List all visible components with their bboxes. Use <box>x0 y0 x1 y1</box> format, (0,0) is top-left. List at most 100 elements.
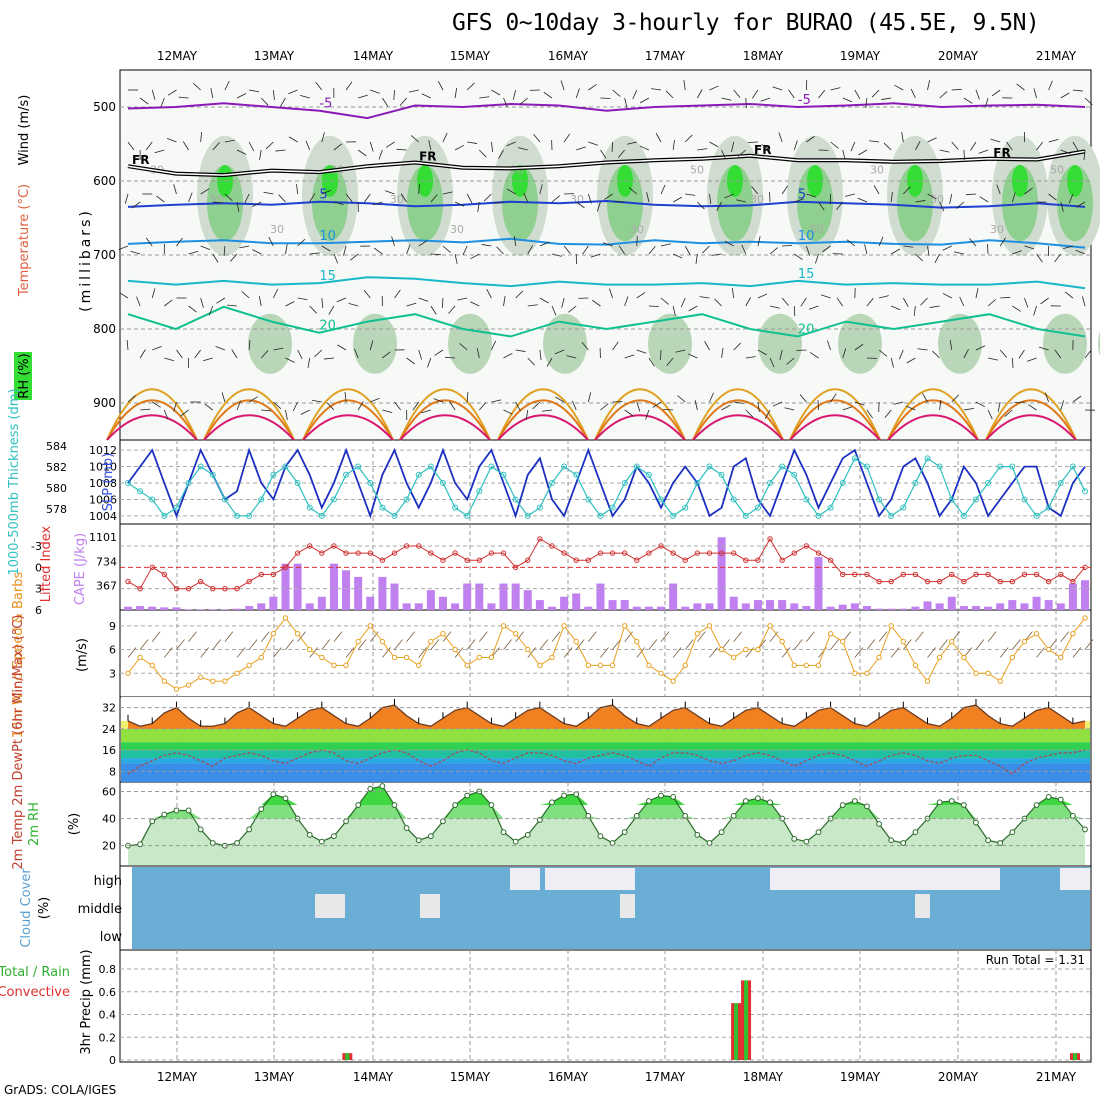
wind-barb <box>600 149 607 159</box>
wind-barb <box>836 201 844 211</box>
lifted-marker <box>767 536 773 542</box>
wind-barb <box>321 245 331 252</box>
rh-legend-box <box>14 352 32 400</box>
wind-barb <box>735 199 746 203</box>
isotherm-20 <box>127 305 1086 338</box>
wind-barb <box>651 88 662 91</box>
wind-barb <box>818 89 826 99</box>
wind-barb <box>418 297 429 302</box>
slp-marker <box>367 480 374 486</box>
wind-barb <box>273 401 282 409</box>
wind-barb <box>929 305 940 308</box>
wind-barb <box>309 252 320 255</box>
wind-barb <box>503 409 513 415</box>
cloud-gap-middle <box>420 894 440 918</box>
lifted-marker <box>537 536 543 542</box>
wind-barb <box>648 246 656 255</box>
wind-barb <box>321 132 325 143</box>
lifted-marker <box>706 550 713 556</box>
wind-barb <box>265 141 274 150</box>
wind-barb <box>479 402 487 411</box>
wind-barb <box>231 349 238 359</box>
wind-barb <box>655 133 662 143</box>
wind-barb <box>842 149 846 160</box>
rh-marker <box>597 833 604 840</box>
cape-bar <box>245 606 254 610</box>
precip-tick: 0.6 <box>99 986 117 999</box>
lifted-marker <box>331 543 337 549</box>
rh-marker <box>173 807 180 814</box>
wind-barb <box>124 193 129 204</box>
wind-speed-marker <box>573 638 579 645</box>
cape-bar <box>535 600 544 610</box>
wind-barb <box>252 249 262 255</box>
wind-barb <box>127 395 136 403</box>
wind-barb <box>273 347 284 351</box>
wind-barb <box>685 193 696 196</box>
wind-barb <box>467 141 478 144</box>
slp-marker <box>125 480 131 486</box>
wind-barb <box>697 201 705 210</box>
wind-speed-marker <box>706 623 713 629</box>
precip-ylabel: 3hr Precip (mm) <box>79 949 94 1054</box>
wind-tick: 6 <box>109 644 116 657</box>
temp-band <box>121 763 1090 782</box>
date-label-bottom: 17MAY <box>645 1070 686 1084</box>
wind-barb <box>672 253 683 259</box>
wind-barb <box>345 193 353 203</box>
cape-bar <box>172 607 181 610</box>
wind-barb <box>481 244 492 247</box>
lifted-marker <box>985 571 991 578</box>
wind-barb <box>922 393 928 403</box>
wind-barb <box>130 250 141 255</box>
lifted-marker <box>924 578 931 585</box>
wind-barb <box>343 245 347 256</box>
pressure-tick: 900 <box>93 396 116 410</box>
lifted-marker <box>609 550 616 556</box>
wind-barb <box>1054 349 1062 359</box>
wind-barb <box>737 149 747 157</box>
date-label-top: 18MAY <box>743 49 784 63</box>
wind-barb <box>1064 291 1074 299</box>
lifted-marker <box>888 578 894 585</box>
lifted-marker <box>549 543 555 549</box>
cape-bar <box>148 606 157 610</box>
wind-barb <box>517 147 528 151</box>
wind-barb-10m <box>684 639 694 650</box>
wind-barb <box>519 97 529 105</box>
wind-speed-marker <box>1033 631 1040 637</box>
wind-barb <box>881 97 892 100</box>
wind-barb-10m <box>866 639 876 650</box>
slp-marker <box>270 471 277 478</box>
cape-tick: 734 <box>96 555 117 568</box>
lifted-marker <box>428 550 434 556</box>
wind-barb <box>731 288 735 299</box>
slp-marker <box>888 512 895 519</box>
lifted-marker <box>900 571 906 578</box>
wind-barb <box>612 341 619 351</box>
cloud-gap-high <box>770 868 880 890</box>
wind-speed-marker <box>222 678 228 684</box>
cloud-row-label: high <box>94 874 122 889</box>
wind-unit-group: (m/s) <box>75 638 90 672</box>
cape-bar <box>487 603 496 610</box>
wind-barb <box>648 305 659 307</box>
wind-barb <box>866 409 874 419</box>
wind-barb <box>1040 297 1049 305</box>
wind-barb-10m <box>394 639 403 650</box>
lifted-marker <box>658 543 664 549</box>
wind-barb <box>382 409 393 413</box>
wind-speed-marker <box>1058 654 1064 661</box>
wind-barb <box>836 297 844 307</box>
pressure-tick: 700 <box>93 248 116 262</box>
wind-barb <box>809 352 819 359</box>
wind-barb <box>239 245 250 249</box>
slp-marker <box>658 496 665 503</box>
wind-barb <box>636 401 641 412</box>
wind-barb <box>131 201 141 209</box>
cape-bar <box>741 603 750 610</box>
wind-barb <box>747 141 758 143</box>
wind-barb <box>978 149 989 154</box>
wind-barb <box>1054 253 1062 263</box>
slp-marker <box>1045 504 1052 511</box>
